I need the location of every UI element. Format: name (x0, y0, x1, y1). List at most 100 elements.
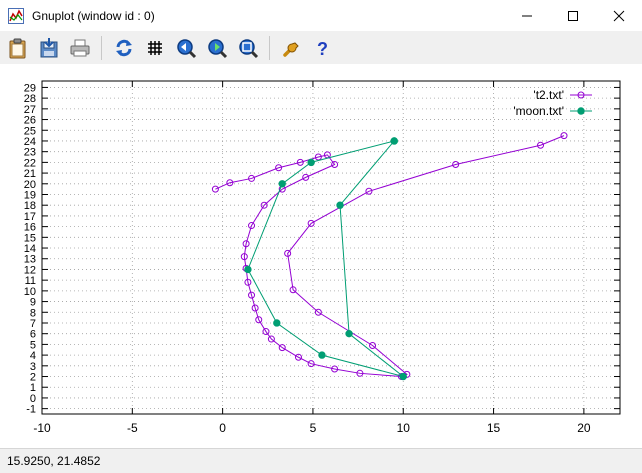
y-tick-label: 6 (30, 329, 36, 341)
y-tick-label: 1 (30, 382, 36, 394)
gnuplot-app-icon (8, 7, 24, 24)
y-tick-label: 8 (30, 307, 36, 319)
autoscale-icon (239, 38, 259, 58)
copy-to-clipboard-button[interactable] (5, 35, 31, 61)
window-title: Gnuplot (window id : 0) (32, 8, 155, 23)
x-tick-label: 5 (310, 421, 317, 435)
data-point (244, 278, 252, 286)
maximize-icon (568, 10, 578, 21)
y-tick-label: 26 (24, 115, 36, 127)
svg-text:?: ? (317, 39, 328, 59)
data-point (278, 180, 286, 188)
y-tick-label: 18 (24, 200, 36, 212)
y-tick-label: 22 (24, 157, 36, 169)
y-tick-label: 9 (30, 297, 36, 309)
x-tick-label: -10 (33, 421, 51, 435)
y-tick-label: 25 (24, 125, 36, 137)
data-point (307, 360, 315, 368)
y-tick-label: 20 (24, 179, 36, 191)
series-line-0 (215, 135, 565, 378)
y-tick-label: 11 (25, 275, 36, 287)
series-line-1 (247, 140, 404, 378)
previous-zoom-button[interactable] (173, 35, 199, 61)
minimize-button[interactable] (504, 0, 550, 31)
data-point (307, 158, 315, 167)
plot-area[interactable]: -10 -5 0 5 10 15 20 -1 0 1 2 3 4 5 6 7 8 9 10 11 12 13 14 15 16 1… (0, 64, 642, 448)
data-point (452, 161, 460, 169)
y-tick-label: 24 (24, 136, 36, 148)
data-point (255, 316, 263, 324)
legend-label: 'moon.txt' (513, 104, 564, 118)
data-point (331, 161, 339, 169)
next-zoom-button[interactable] (204, 35, 230, 61)
data-point (248, 291, 256, 299)
y-tick-label: 0 (30, 393, 36, 405)
data-point (296, 158, 304, 166)
y-tick-label: 28 (24, 93, 36, 105)
replot-icon (116, 39, 132, 56)
y-tick-label: 23 (24, 147, 36, 159)
data-point (356, 369, 364, 377)
y-tick-label: 12 (24, 264, 36, 276)
y-tick-label: 13 (24, 254, 36, 266)
legend-label: 't2.txt' (533, 88, 564, 102)
y-tick-label: 14 (24, 243, 36, 255)
data-point (399, 372, 407, 381)
print-button[interactable] (67, 35, 93, 61)
data-point (240, 253, 248, 261)
data-point (262, 328, 270, 336)
legend-marker (577, 91, 585, 99)
x-tick-label: 10 (397, 421, 411, 435)
data-point (307, 219, 315, 227)
x-tick-label: 0 (219, 421, 226, 435)
data-point (318, 351, 326, 359)
autoscale-button[interactable] (235, 35, 261, 61)
data-point (267, 335, 275, 343)
save-icon (40, 37, 58, 57)
data-point (248, 222, 256, 230)
data-point (260, 201, 268, 209)
x-tick-label: 15 (487, 421, 501, 435)
data-point (278, 344, 286, 352)
y-tick-label: 2 (30, 372, 36, 384)
plot-border (41, 80, 621, 415)
y-tick-label: 3 (30, 361, 36, 373)
data-point (331, 365, 339, 373)
maximize-button[interactable] (550, 0, 596, 31)
y-tick-label: 7 (30, 318, 36, 330)
data-point (369, 341, 377, 349)
y-tick-label: 16 (24, 222, 36, 234)
data-point (242, 240, 250, 248)
y-tick-label: 21 (24, 168, 36, 180)
data-point (244, 265, 252, 274)
data-point (248, 174, 256, 182)
options-icon (283, 41, 299, 57)
help-button[interactable]: ? (310, 35, 336, 61)
window-controls (504, 0, 642, 31)
legend-marker (577, 107, 585, 115)
cursor-coordinates: 15.9250, 21.4852 (7, 454, 101, 468)
minimize-icon (522, 15, 532, 16)
y-tick-label: 27 (24, 104, 36, 116)
data-point (390, 137, 398, 145)
grid-button[interactable] (142, 35, 168, 61)
close-button[interactable] (596, 0, 642, 31)
y-tick-label: 5 (30, 339, 36, 351)
replot-button[interactable] (111, 35, 137, 61)
options-button[interactable] (279, 35, 305, 61)
y-tick-label: -1 (26, 404, 36, 416)
data-point (537, 141, 545, 149)
title-bar: Gnuplot (window id : 0) (0, 0, 642, 31)
data-point (336, 201, 344, 209)
y-tick-label: 17 (24, 211, 36, 223)
chart-canvas[interactable]: -10 -5 0 5 10 15 20-10123456789101112131415161… (0, 64, 642, 448)
data-point (302, 173, 310, 181)
print-icon (70, 39, 90, 56)
next-zoom-icon (208, 38, 228, 58)
save-button[interactable] (36, 35, 62, 61)
toolbar-separator (269, 35, 270, 60)
data-point (226, 179, 234, 187)
data-point (275, 164, 283, 172)
x-tick-label: 20 (577, 421, 591, 435)
data-point (289, 286, 297, 294)
